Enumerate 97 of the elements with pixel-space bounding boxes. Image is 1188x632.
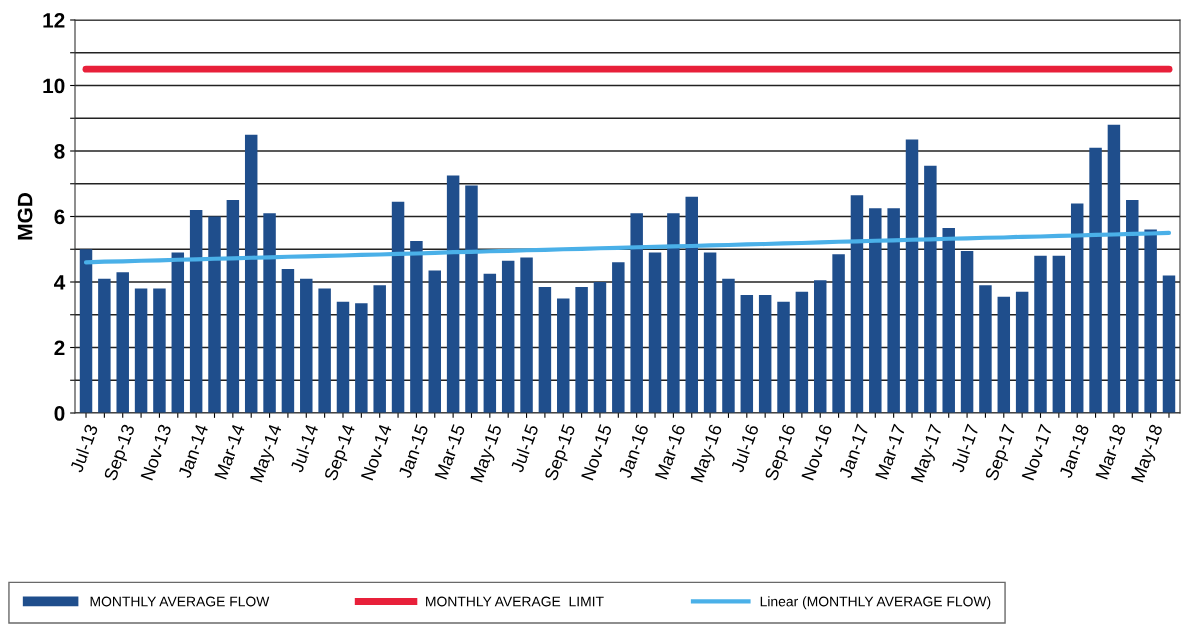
x-tick-label: Nov-13 — [140, 423, 172, 481]
bar — [997, 296, 1011, 413]
x-tick-label: Jan-18 — [1058, 423, 1090, 479]
legend-label: MONTHLY AVERAGE FLOW — [90, 596, 270, 607]
bar — [777, 301, 790, 413]
bar — [740, 295, 754, 413]
x-tick-label: Jan-14 — [177, 423, 209, 479]
bar — [391, 201, 405, 413]
bar — [942, 227, 955, 413]
bar — [630, 213, 643, 413]
bar — [281, 268, 295, 413]
x-tick-label: Jul-14 — [289, 423, 319, 474]
y-tick-label: 12 — [43, 13, 65, 28]
x-tick-label: Mar-18 — [1095, 423, 1127, 480]
x-tick-label: Sep-13 — [103, 423, 139, 483]
bar — [813, 280, 827, 413]
legend-label: Linear (MONTHLY AVERAGE FLOW) — [760, 596, 991, 610]
x-tick-label: Sep-17 — [984, 423, 1020, 483]
x-tick-label: May-16 — [690, 423, 726, 484]
bar — [134, 288, 148, 413]
x-tick-label: Nov-17 — [1021, 423, 1053, 481]
y-tick-label: 2 — [54, 340, 65, 356]
bar — [153, 288, 166, 413]
x-tick-label: Jul-15 — [509, 423, 539, 474]
y-tick-label: 4 — [54, 275, 66, 290]
bar — [1052, 255, 1066, 413]
bar — [263, 213, 276, 413]
y-tick-label: 8 — [54, 144, 65, 159]
bar — [336, 301, 350, 413]
x-tick-label: Jul-17 — [950, 423, 980, 474]
x-tick-label: Nov-15 — [581, 423, 613, 481]
x-tick-label: Mar-17 — [875, 423, 906, 480]
bar — [795, 291, 809, 413]
y-axis-title: MGD — [17, 193, 33, 240]
bar — [905, 139, 919, 413]
bar — [300, 278, 313, 413]
bar — [648, 252, 662, 413]
bar — [79, 249, 93, 413]
bar — [979, 285, 992, 413]
bar — [1015, 291, 1029, 413]
bar — [924, 165, 937, 413]
bar — [226, 200, 240, 413]
bar — [1089, 147, 1102, 413]
y-tick-label: 0 — [54, 406, 65, 421]
x-tick-label: Mar-15 — [434, 423, 466, 480]
bar — [501, 260, 515, 413]
bar — [685, 196, 698, 413]
bar — [557, 298, 570, 413]
bar — [98, 278, 111, 413]
bar — [1162, 275, 1176, 413]
bar — [1034, 255, 1047, 413]
bar — [1070, 203, 1084, 413]
x-tick-label: May-17 — [910, 423, 946, 484]
bar — [483, 273, 497, 413]
x-tick-label: Jan-15 — [398, 423, 429, 479]
bar — [189, 209, 203, 413]
bar — [667, 213, 680, 413]
bar — [593, 282, 607, 413]
bar — [410, 241, 423, 413]
bar — [869, 208, 882, 413]
bar — [612, 262, 625, 413]
bar — [703, 252, 717, 413]
y-tick-label: 6 — [54, 209, 65, 225]
bar — [446, 175, 460, 413]
x-tick-label: Jan-17 — [838, 423, 870, 479]
x-tick-label: Mar-16 — [654, 423, 686, 480]
bar — [355, 303, 368, 413]
x-tick-label: Jul-13 — [69, 423, 99, 474]
bar — [116, 272, 129, 413]
bar — [722, 278, 735, 413]
bar — [758, 295, 772, 413]
x-tick-label: Jul-16 — [730, 423, 759, 474]
bar — [318, 288, 331, 413]
line-series — [83, 230, 1172, 265]
bar — [887, 208, 900, 413]
bar — [538, 286, 552, 413]
bar — [373, 285, 386, 413]
bar — [428, 270, 442, 413]
x-tick-label: Sep-14 — [323, 423, 359, 483]
bar — [171, 252, 185, 413]
x-tick-label: Sep-15 — [544, 423, 579, 483]
x-tick-label: Jan-16 — [618, 423, 649, 479]
bar — [1107, 124, 1121, 413]
bar — [850, 195, 864, 413]
x-tick-label: Nov-14 — [360, 423, 392, 481]
bar — [244, 134, 258, 413]
x-tick-label: Sep-16 — [764, 423, 800, 483]
bar — [1144, 229, 1157, 413]
bar — [208, 216, 221, 413]
legend-label: MONTHLY AVERAGE LIMIT — [426, 596, 604, 607]
bar — [960, 250, 974, 413]
bar — [465, 185, 478, 413]
bar — [520, 257, 533, 413]
bar — [832, 254, 845, 413]
bar — [1126, 200, 1139, 413]
bar — [575, 286, 588, 413]
y-tick-label: 10 — [43, 78, 65, 94]
